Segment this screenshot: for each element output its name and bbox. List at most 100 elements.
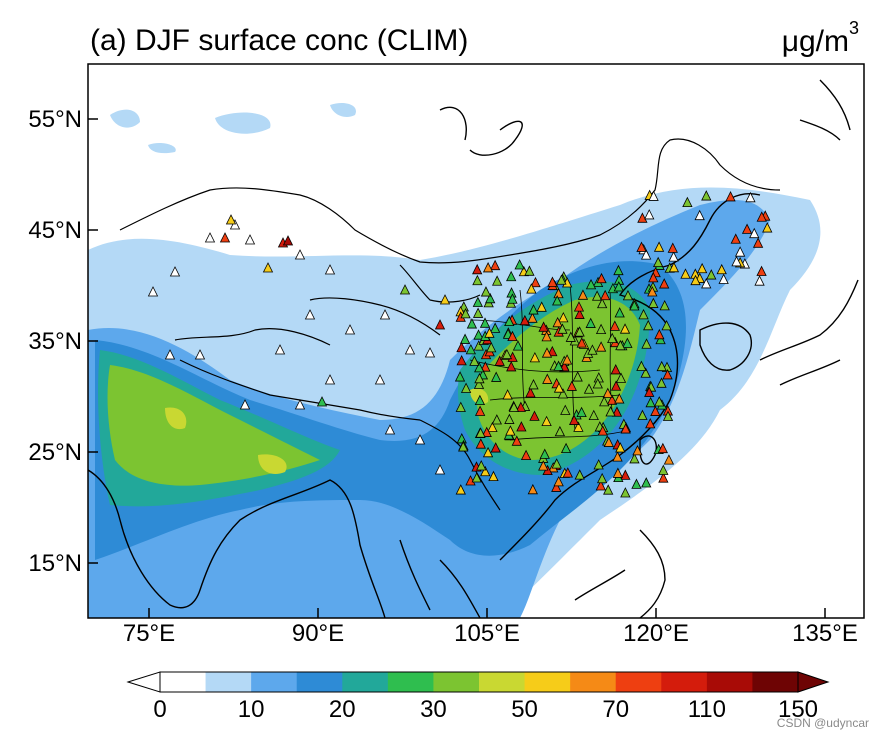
coastlines xyxy=(88,79,859,618)
station-marker xyxy=(504,315,515,327)
station-marker xyxy=(573,421,584,432)
station-marker xyxy=(741,223,753,234)
station-marker xyxy=(610,380,622,391)
station-marker xyxy=(558,311,569,323)
station-marker xyxy=(553,287,564,299)
station-marker xyxy=(506,270,517,282)
colorbar-segment xyxy=(524,672,571,692)
station-marker xyxy=(434,464,446,475)
station-marker xyxy=(619,323,631,334)
station-marker xyxy=(536,301,547,312)
station-marker xyxy=(504,413,515,424)
station-marker xyxy=(731,255,742,267)
station-marker xyxy=(615,442,626,453)
colorbar-label: 50 xyxy=(511,696,538,723)
station-marker xyxy=(529,410,540,421)
station-marker xyxy=(479,317,491,328)
lat-label-25: 25°N xyxy=(28,439,82,466)
station-marker xyxy=(485,292,496,304)
station-marker xyxy=(756,211,767,222)
station-marker xyxy=(592,378,603,389)
station-marker xyxy=(229,219,241,230)
station-marker xyxy=(551,481,562,492)
station-marker xyxy=(491,275,503,286)
lon-label-90: 90°E xyxy=(291,620,345,647)
station-marker xyxy=(662,410,674,421)
station-marker xyxy=(508,401,520,412)
station-marker xyxy=(659,299,670,311)
station-marker xyxy=(716,263,727,275)
units-label: μg/m3 xyxy=(781,18,859,58)
station-marker xyxy=(725,191,736,202)
station-marker xyxy=(552,295,563,306)
station-marker xyxy=(596,472,608,484)
station-marker xyxy=(591,290,603,301)
station-marker xyxy=(734,246,746,257)
station-marker xyxy=(553,475,564,487)
station-marker xyxy=(631,478,642,489)
station-marker xyxy=(456,433,467,444)
colorbar-label: 20 xyxy=(328,696,356,723)
station-marker xyxy=(491,414,502,425)
station-marker xyxy=(657,442,669,454)
station-marker xyxy=(629,453,640,464)
station-marker xyxy=(541,415,552,427)
station-marker xyxy=(459,333,471,344)
watermark: CSDN @udyncar xyxy=(776,716,869,730)
station-marker xyxy=(456,354,467,366)
station-marker xyxy=(471,472,482,483)
station-marker xyxy=(654,396,665,407)
station-marker xyxy=(585,278,597,290)
station-marker xyxy=(374,374,386,385)
station-marker xyxy=(560,442,572,454)
station-marker xyxy=(645,396,656,408)
station-marker xyxy=(469,355,480,366)
station-marker xyxy=(514,259,525,270)
colorbar-segment xyxy=(160,672,207,692)
station-marker xyxy=(507,293,518,304)
station-marker xyxy=(659,278,670,289)
station-marker xyxy=(515,401,527,412)
station-marker xyxy=(551,458,562,469)
station-marker xyxy=(615,339,626,351)
station-marker xyxy=(561,354,573,365)
colorbar-label: 10 xyxy=(237,696,265,723)
station-marker xyxy=(612,451,623,462)
station-marker xyxy=(706,269,717,280)
station-marker xyxy=(640,367,651,378)
station-marker xyxy=(602,387,613,398)
station-marker xyxy=(609,320,620,331)
station-marker xyxy=(658,464,669,475)
axis-ticks xyxy=(88,118,826,618)
station-marker xyxy=(455,484,466,495)
station-marker xyxy=(542,373,553,384)
lat-label-55: 55°N xyxy=(28,106,82,133)
colorbar-segment xyxy=(342,672,389,692)
station-marker xyxy=(434,319,446,330)
colorbar-segment xyxy=(296,672,343,692)
colorbar-frame xyxy=(159,671,799,693)
station-marker xyxy=(344,324,356,335)
station-marker xyxy=(643,319,654,331)
station-marker xyxy=(668,251,679,262)
station-marker xyxy=(528,304,539,315)
station-marker xyxy=(466,318,478,329)
station-marker xyxy=(694,209,705,221)
station-marker xyxy=(668,261,680,273)
station-marker xyxy=(473,340,484,351)
colorbar-segment xyxy=(479,672,526,692)
station-marker xyxy=(661,319,672,331)
station-marker xyxy=(274,344,286,355)
station-marker xyxy=(519,314,531,326)
colorbar-label: 110 xyxy=(687,696,726,723)
conc-contour-10b xyxy=(110,103,356,154)
station-marker xyxy=(557,323,568,334)
station-marker xyxy=(482,262,494,273)
station-marker xyxy=(647,286,658,297)
station-marker xyxy=(653,256,664,268)
colorbar-label: 150 xyxy=(777,696,819,723)
station-marker xyxy=(262,262,274,273)
station-marker xyxy=(718,273,729,284)
station-marker xyxy=(574,469,585,480)
station-marker xyxy=(324,374,336,385)
